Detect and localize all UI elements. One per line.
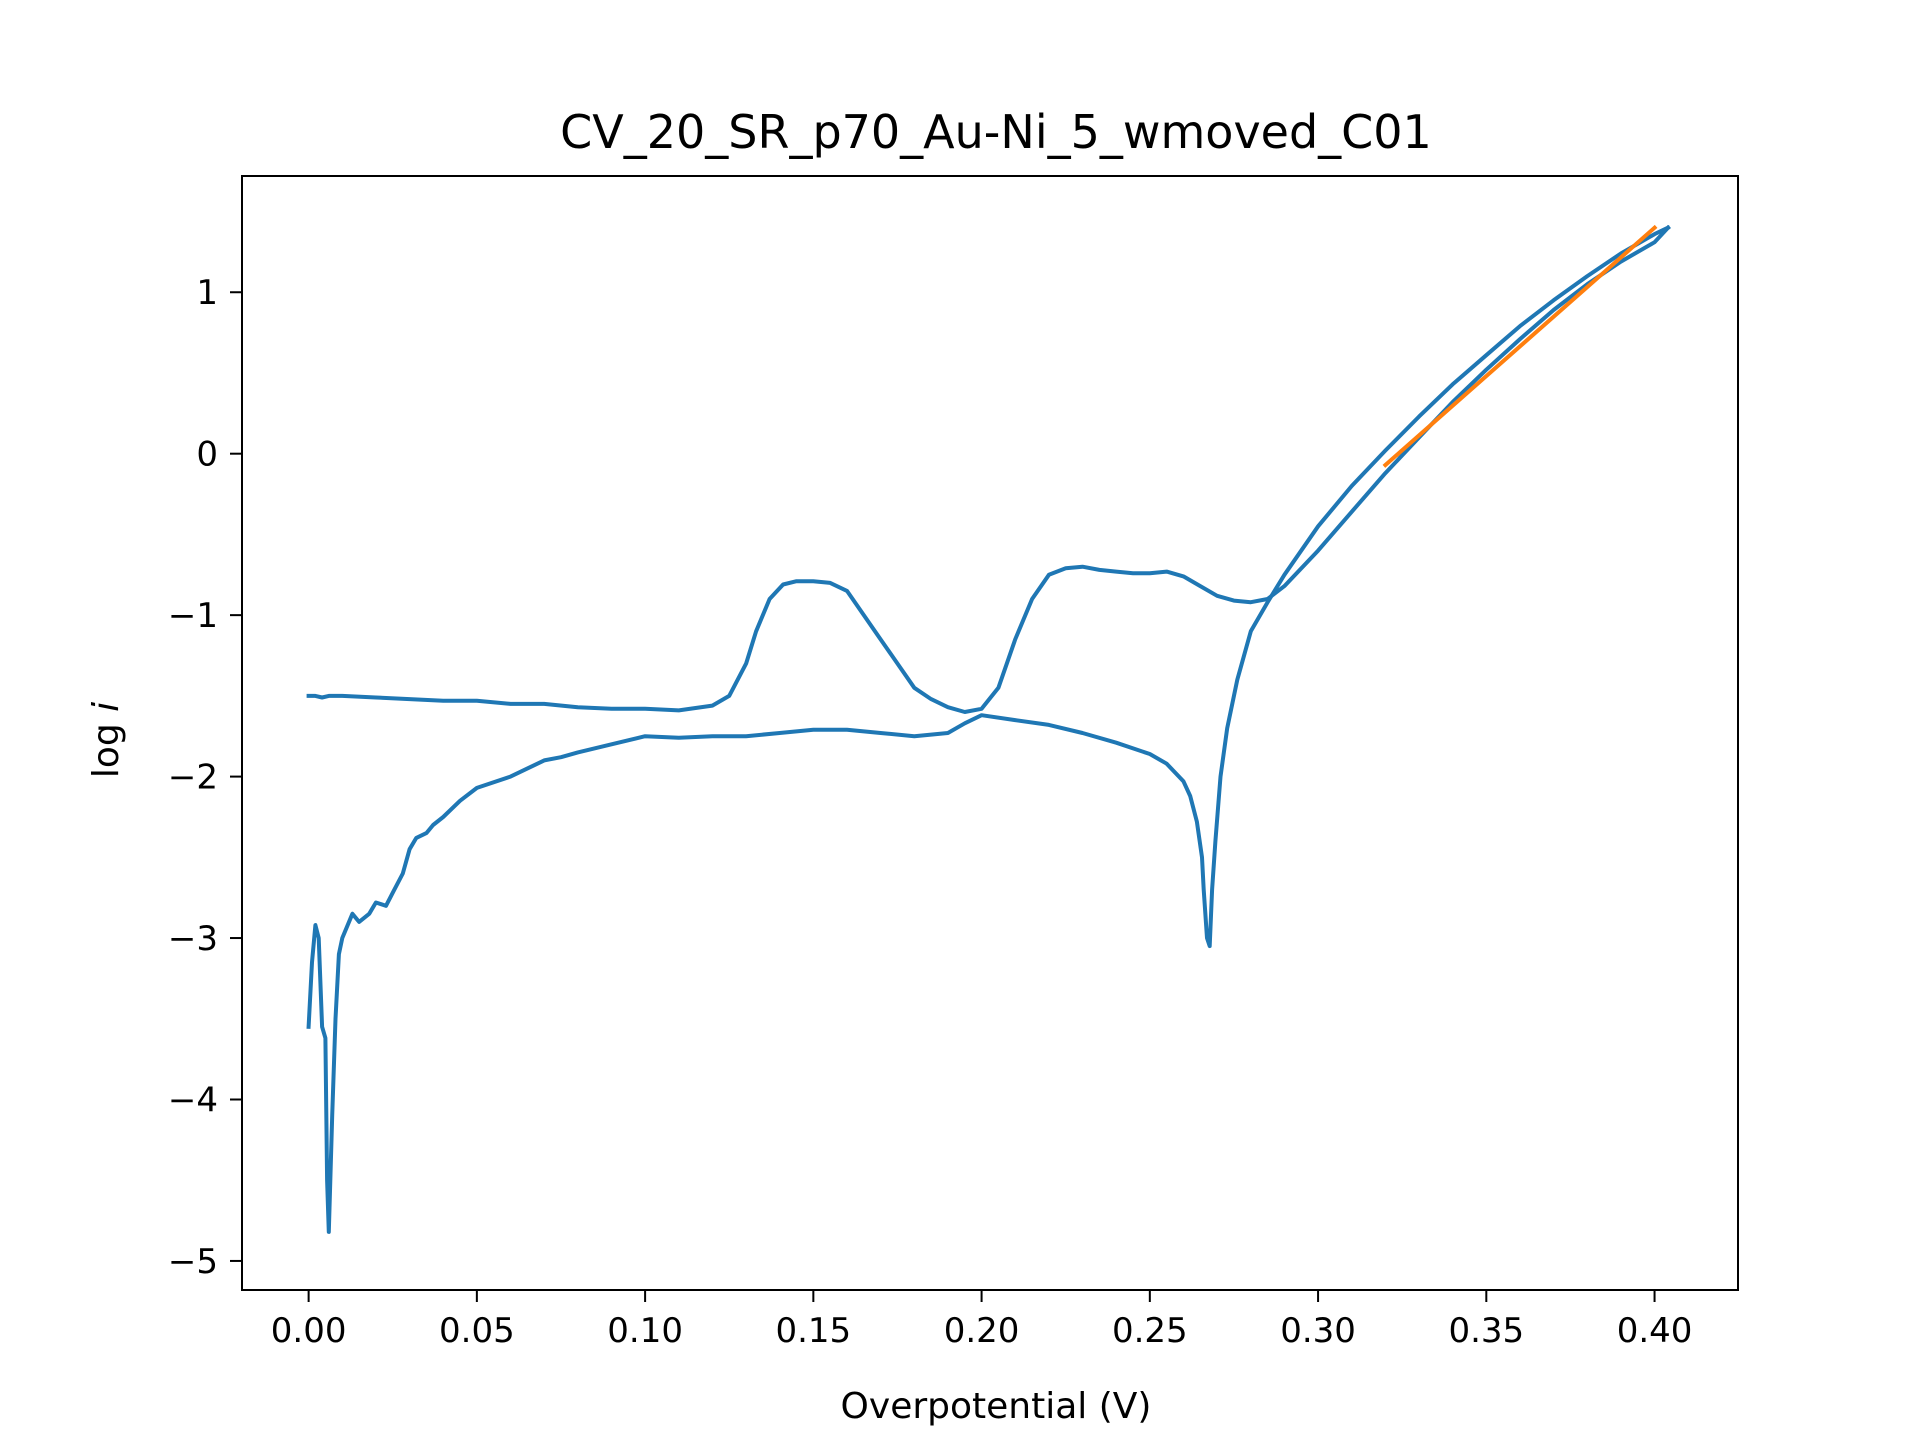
y-tick-label: −3 [168,919,218,959]
series-line-2 [306,225,1671,1234]
x-axis-label: Overpotential (V) [841,1386,1152,1427]
x-tick-label: 0.30 [1280,1311,1356,1351]
x-tick-label: 0.40 [1617,1311,1693,1351]
y-tick-label: −4 [168,1080,218,1120]
chart-title: CV_20_SR_p70_Au-Ni_5_wmoved_C01 [560,105,1432,159]
y-axis-label-prefix: log [86,712,127,778]
y-axis-ticks: 1 0 −1 −2 −3 −4 −5 [168,273,242,1282]
y-tick-label: −1 [168,596,218,636]
y-axis-label: log i [86,702,127,778]
series-line-3 [1382,224,1658,468]
x-axis-ticks: 0.00 0.05 0.10 0.15 0.20 0.25 0.30 0.35 0.40 [271,1290,1693,1351]
x-tick-label: 0.35 [1448,1311,1524,1351]
y-tick-label: 0 [196,435,218,475]
y-axis-label-variable: i [86,702,127,712]
x-tick-label: 0.15 [775,1311,851,1351]
series-line-1 [306,224,1671,714]
y-tick-label: −5 [168,1242,218,1282]
y-tick-label: 1 [196,273,218,313]
x-tick-label: 0.00 [271,1311,347,1351]
plot-frame [241,175,1739,1291]
y-tick-label: −2 [168,758,218,798]
series-layer [306,224,1671,1234]
x-tick-label: 0.10 [607,1311,683,1351]
x-tick-label: 0.05 [439,1311,515,1351]
x-tick-label: 0.20 [944,1311,1020,1351]
x-tick-label: 0.25 [1112,1311,1188,1351]
